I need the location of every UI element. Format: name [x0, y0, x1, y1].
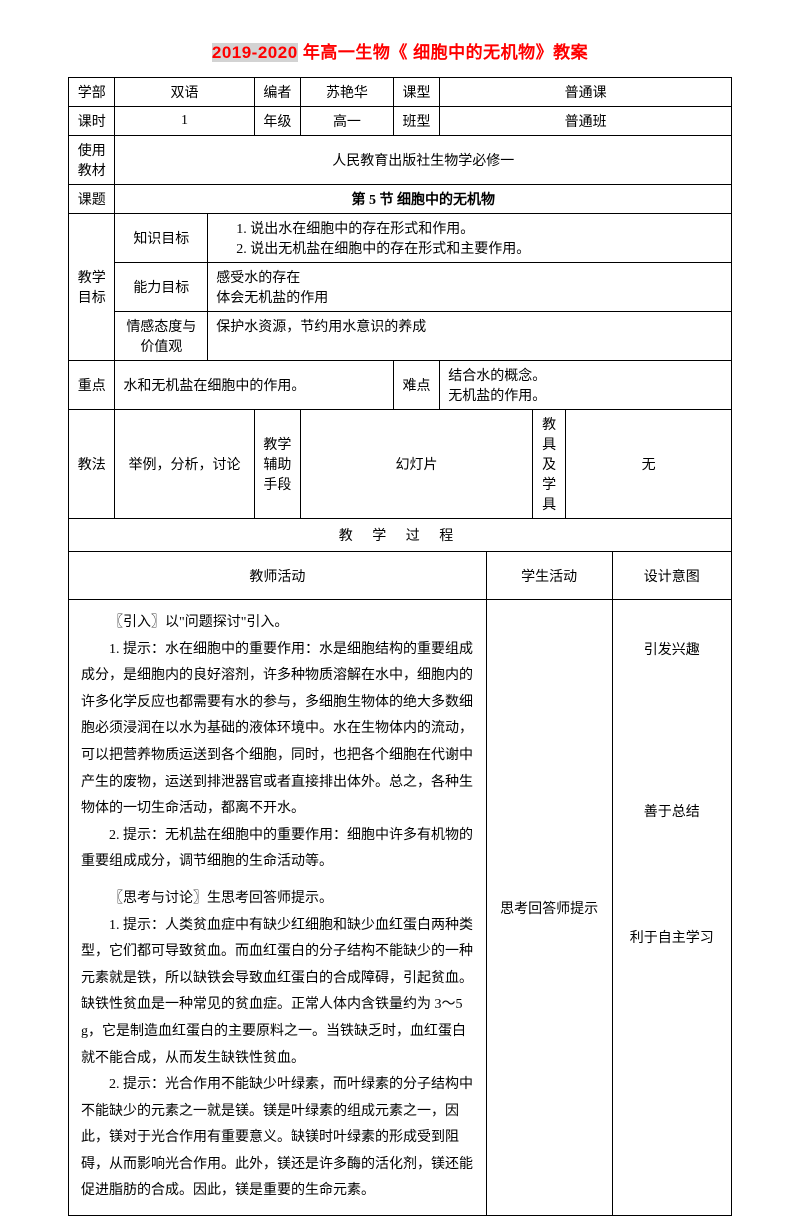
process-title: 教 学 过 程 [69, 519, 732, 552]
grade-label: 年级 [254, 107, 300, 136]
row-textbook: 使用教材 人民教育出版社生物学必修一 [69, 136, 732, 185]
method-label: 教法 [69, 410, 115, 519]
student-activity: 思考回答师提示 [486, 600, 612, 1216]
row-dept: 学部 双语 编者 苏艳华 课型 普通课 [69, 78, 732, 107]
class-form-label: 班型 [393, 107, 439, 136]
paragraph-1: 1. 提示：水在细胞中的重要作用：水是细胞结构的重要组成成分，是细胞内的良好溶剂… [81, 637, 474, 823]
row-knowledge-goal: 教学目标 知识目标 1. 说出水在细胞中的存在形式和作用。 2. 说出无机盐在细… [69, 214, 732, 263]
row-process-title: 教 学 过 程 [69, 519, 732, 552]
tools-value: 无 [566, 410, 732, 519]
class-type-label: 课型 [393, 78, 439, 107]
student-header: 学生活动 [486, 552, 612, 600]
teacher-header: 教师活动 [69, 552, 487, 600]
textbook-value: 人民教育出版社生物学必修一 [115, 136, 732, 185]
title-year: 2019-2020 [212, 43, 298, 62]
row-method: 教法 举例，分析，讨论 教学辅助手段 幻灯片 教具及学具 无 [69, 410, 732, 519]
period-value: 1 [115, 107, 254, 136]
focus-label: 重点 [69, 361, 115, 410]
knowledge-label: 知识目标 [115, 214, 208, 263]
textbook-label: 使用教材 [69, 136, 115, 185]
editor-value: 苏艳华 [301, 78, 394, 107]
emotion-label: 情感态度与价值观 [115, 312, 208, 361]
editor-label: 编者 [254, 78, 300, 107]
row-key-difficulty: 重点 水和无机盐在细胞中的作用。 难点 结合水的概念。 无机盐的作用。 [69, 361, 732, 410]
teacher-activity: 〖引入〗以"问题探讨"引入。 1. 提示：水在细胞中的重要作用：水是细胞结构的重… [69, 600, 487, 1216]
row-activity-content: 〖引入〗以"问题探讨"引入。 1. 提示：水在细胞中的重要作用：水是细胞结构的重… [69, 600, 732, 1216]
row-topic: 课题 第 5 节 细胞中的无机物 [69, 185, 732, 214]
design-2: 善于总结 [619, 800, 725, 827]
row-period: 课时 1 年级 高一 班型 普通班 [69, 107, 732, 136]
design-3: 利于自主学习 [619, 926, 725, 953]
paragraph-2: 2. 提示：无机盐在细胞中的重要作用：细胞中许多有机物的重要组成成分，调节细胞的… [81, 823, 474, 876]
method-value: 举例，分析，讨论 [115, 410, 254, 519]
design-intent: 引发兴趣 善于总结 利于自主学习 [612, 600, 731, 1216]
period-label: 课时 [69, 107, 115, 136]
intro-title: 〖引入〗以"问题探讨"引入。 [81, 610, 474, 637]
difficulty-label: 难点 [393, 361, 439, 410]
emotion-value: 保护水资源，节约用水意识的养成 [208, 312, 732, 361]
design-header: 设计意图 [612, 552, 731, 600]
ability-label: 能力目标 [115, 263, 208, 312]
row-emotion-goal: 情感态度与价值观 保护水资源，节约用水意识的养成 [69, 312, 732, 361]
title-text: 年高一生物《 细胞中的无机物》教案 [298, 43, 588, 62]
class-form-value: 普通班 [440, 107, 732, 136]
row-ability-goal: 能力目标 感受水的存在 体会无机盐的作用 [69, 263, 732, 312]
row-activity-headers: 教师活动 学生活动 设计意图 [69, 552, 732, 600]
paragraph-3: 1. 提示：人类贫血症中有缺少红细胞和缺少血红蛋白两种类型，它们都可导致贫血。而… [81, 913, 474, 1073]
grade-value: 高一 [301, 107, 394, 136]
topic-label: 课题 [69, 185, 115, 214]
objectives-label: 教学目标 [69, 214, 115, 361]
dept-label: 学部 [69, 78, 115, 107]
knowledge-value: 1. 说出水在细胞中的存在形式和作用。 2. 说出无机盐在细胞中的存在形式和主要… [208, 214, 732, 263]
aux-label: 教学辅助手段 [254, 410, 300, 519]
dept-value: 双语 [115, 78, 254, 107]
think-title: 〖思考与讨论〗生思考回答师提示。 [81, 886, 474, 913]
lesson-plan-table: 学部 双语 编者 苏艳华 课型 普通课 课时 1 年级 高一 班型 普通班 使用… [68, 77, 732, 1216]
class-type-value: 普通课 [440, 78, 732, 107]
design-1: 引发兴趣 [619, 638, 725, 665]
focus-value: 水和无机盐在细胞中的作用。 [115, 361, 393, 410]
difficulty-value: 结合水的概念。 无机盐的作用。 [440, 361, 732, 410]
aux-value: 幻灯片 [301, 410, 533, 519]
tools-label: 教具及学具 [533, 410, 566, 519]
ability-value: 感受水的存在 体会无机盐的作用 [208, 263, 732, 312]
topic-value: 第 5 节 细胞中的无机物 [115, 185, 732, 214]
document-title: 2019-2020 年高一生物《 细胞中的无机物》教案 [68, 38, 732, 63]
paragraph-4: 2. 提示：光合作用不能缺少叶绿素，而叶绿素的分子结构中不能缺少的元素之一就是镁… [81, 1072, 474, 1205]
